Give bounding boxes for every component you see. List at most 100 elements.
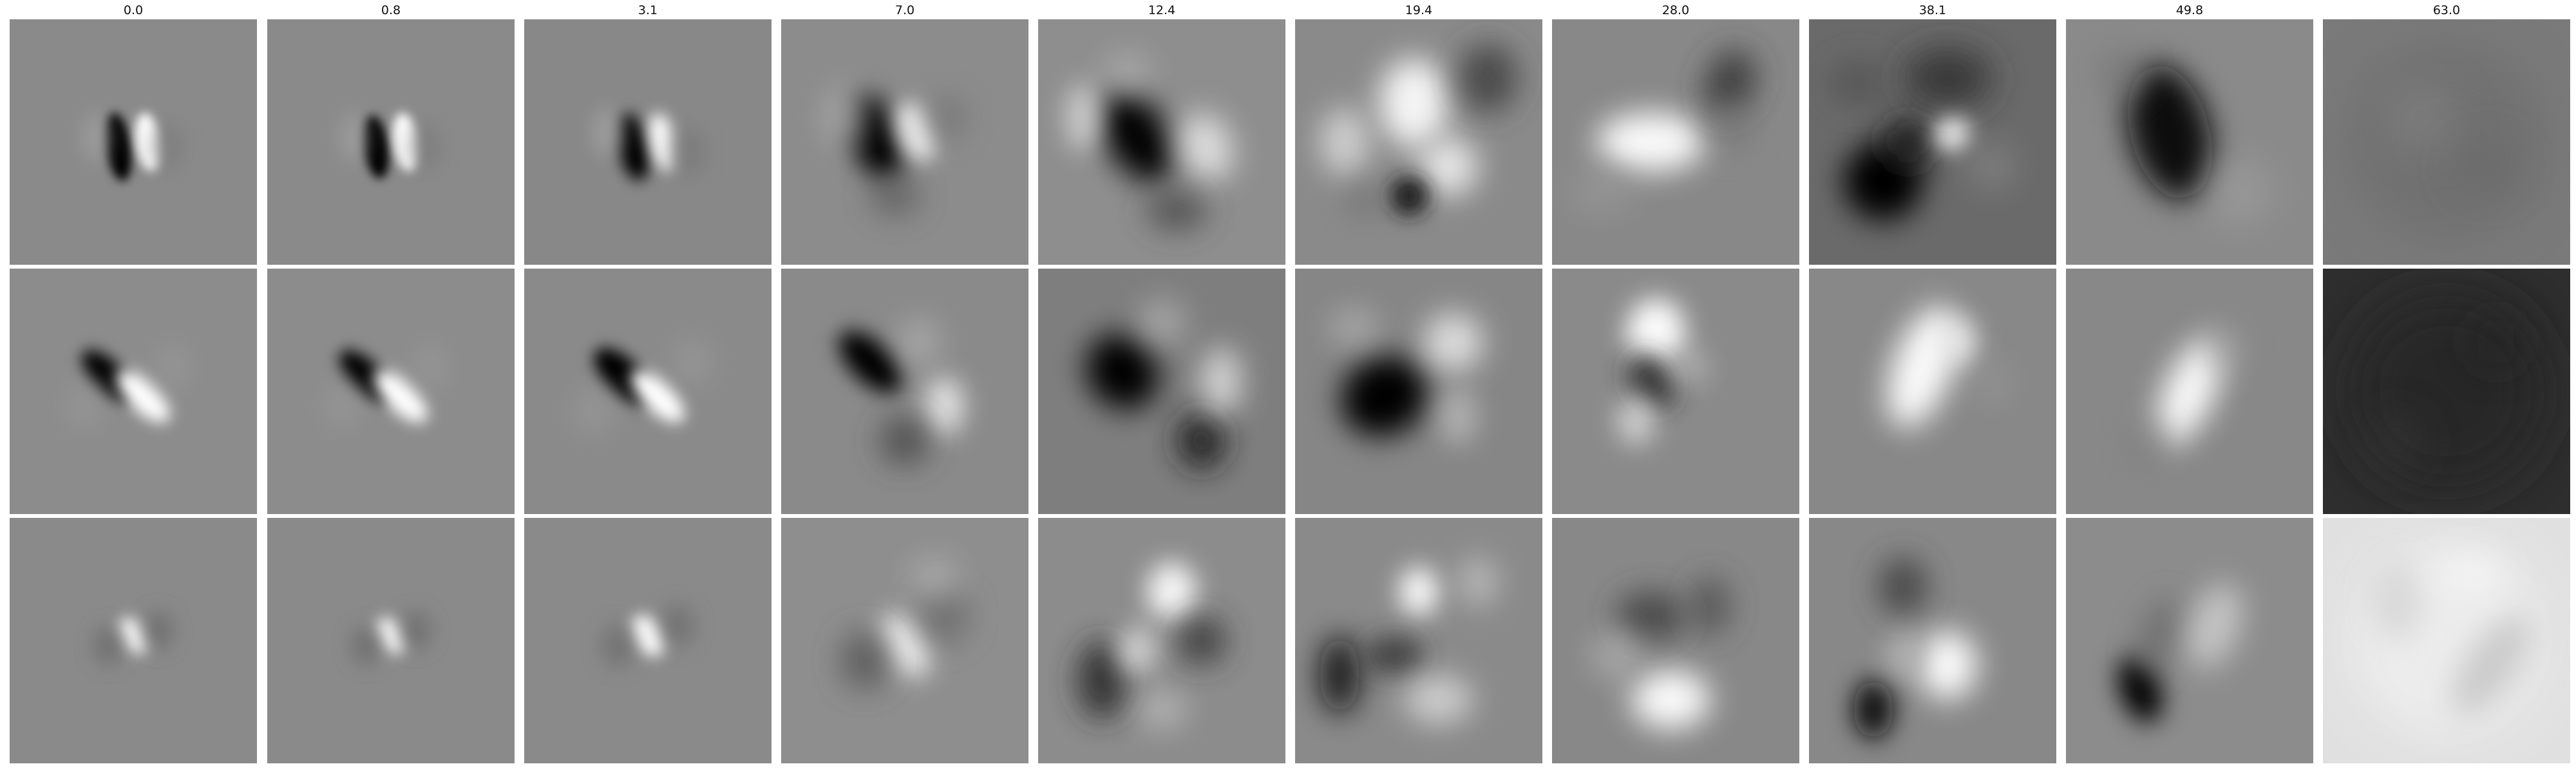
intensity-blob [94, 626, 124, 665]
filter-panel-r1-c5 [1295, 269, 1542, 514]
column-title-6: 28.0 [1552, 3, 1799, 18]
filter-panel-r1-c8 [2066, 269, 2313, 514]
filter-image [2066, 269, 2313, 514]
filter-image [1038, 518, 1285, 763]
intensity-blob [660, 604, 695, 648]
intensity-blob [1177, 616, 1226, 665]
filter-image [267, 19, 515, 265]
intensity-blob [1201, 347, 1240, 416]
intensity-blob [64, 381, 103, 430]
intensity-blob [352, 626, 381, 665]
intensity-blob [2437, 552, 2506, 591]
intensity-blob [826, 88, 865, 147]
filter-image [10, 518, 257, 763]
intensity-blob [1404, 675, 1473, 724]
intensity-blob [143, 611, 173, 651]
filter-panel-r2-c8 [2066, 518, 2313, 763]
filter-image [1809, 19, 2056, 265]
intensity-blob [341, 113, 366, 162]
filter-image [1038, 269, 1285, 514]
intensity-blob [411, 342, 450, 391]
filter-panel-r0-c2 [524, 19, 772, 265]
filter-panel-r1-c9 [2323, 269, 2570, 514]
intensity-blob [2456, 142, 2515, 191]
intensity-blob [1399, 567, 1438, 616]
intensity-blob [2347, 44, 2545, 240]
column-title-7: 38.1 [1809, 3, 2056, 18]
filter-panel-r0-c9 [2323, 19, 2570, 265]
intensity-blob [401, 611, 430, 651]
intensity-blob [910, 557, 960, 596]
intensity-blob [2347, 293, 2545, 490]
intensity-blob [670, 338, 715, 386]
intensity-blob [594, 108, 623, 157]
filter-image [2323, 19, 2570, 265]
filter-panel-r1-c3 [781, 269, 1028, 514]
intensity-blob [1690, 577, 1730, 635]
intensity-blob [1320, 108, 1369, 177]
filter-panel-r1-c4 [1038, 269, 1285, 514]
intensity-blob [1424, 313, 1483, 372]
intensity-blob [1419, 137, 1478, 196]
column-title-2: 3.1 [524, 3, 772, 18]
filter-image [524, 19, 772, 265]
column-title-9: 63.0 [2323, 3, 2570, 18]
filter-panel-r2-c6 [1552, 518, 1799, 763]
filter-panel-r0-c5 [1295, 19, 1542, 265]
intensity-blob [1591, 631, 1641, 680]
filter-image [1295, 518, 1542, 763]
intensity-blob [870, 177, 920, 216]
intensity-blob [1345, 181, 1384, 220]
intensity-blob [1177, 411, 1226, 470]
filter-panel-r1-c2 [524, 269, 772, 514]
filter-panel-r1-c6 [1552, 269, 1799, 514]
panel-background [1552, 269, 1799, 514]
intensity-blob [1935, 113, 1970, 152]
intensity-blob [1631, 670, 1710, 729]
filter-panel-r1-c7 [1809, 269, 2056, 514]
filter-panel-r0-c3 [781, 19, 1028, 265]
filter-panel-r2-c0 [10, 518, 257, 763]
filter-image [2323, 518, 2570, 763]
intensity-blob [1330, 308, 1379, 347]
intensity-blob [2204, 318, 2244, 376]
filter-image [1809, 518, 2056, 763]
filter-image [1809, 269, 2056, 514]
intensity-blob [1320, 636, 1359, 714]
filter-panel-r2-c1 [267, 518, 515, 763]
filter-image [1295, 269, 1542, 514]
column-title-8: 49.8 [2066, 3, 2313, 18]
filter-panel-r2-c2 [524, 518, 772, 763]
filter-image [1552, 518, 1799, 763]
intensity-blob [1065, 83, 1100, 152]
panel-background [524, 19, 772, 265]
filter-panel-r2-c7 [1809, 518, 2056, 763]
intensity-blob [1137, 690, 1187, 729]
column-title-4: 12.4 [1038, 3, 1285, 18]
intensity-blob [1365, 636, 1424, 675]
intensity-blob [1883, 117, 1933, 166]
panel-background [10, 19, 257, 265]
intensity-blob [1379, 59, 1449, 147]
filter-image [2066, 518, 2313, 763]
intensity-blob [1439, 386, 1478, 445]
intensity-blob [1829, 59, 1888, 108]
filter-panel-r0-c1 [267, 19, 515, 265]
intensity-blob [2471, 318, 2521, 367]
intensity-blob [900, 318, 939, 367]
filter-image [10, 19, 257, 265]
column-title-0: 0.0 [10, 3, 257, 18]
filter-panel-r2-c5 [1295, 518, 1542, 763]
intensity-blob [840, 631, 890, 689]
filter-image [524, 518, 772, 763]
filter-panel-r1-c0 [10, 269, 257, 514]
intensity-blob [2387, 83, 2457, 152]
filter-panel-r2-c3 [781, 518, 1028, 763]
intensity-blob [1616, 396, 1656, 445]
intensity-blob [1918, 631, 1977, 700]
intensity-blob [880, 416, 930, 465]
intensity-blob [153, 122, 183, 171]
filter-image [1552, 19, 1799, 265]
intensity-blob [1671, 347, 1710, 386]
